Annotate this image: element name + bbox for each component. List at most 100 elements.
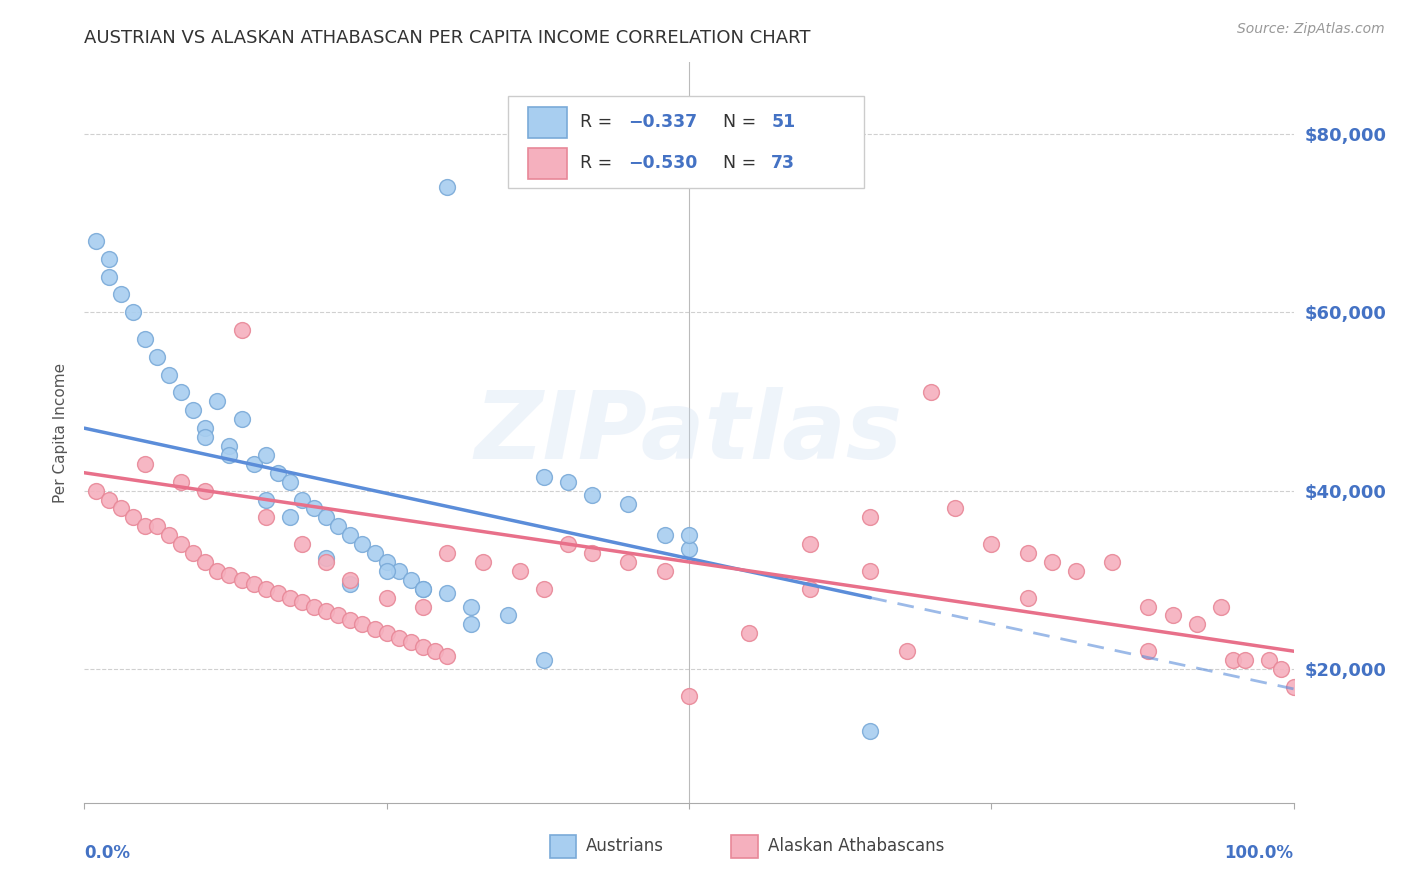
Point — [859, 564, 882, 578]
Point — [436, 546, 458, 560]
Point — [302, 501, 325, 516]
Point — [339, 613, 361, 627]
Point — [896, 644, 918, 658]
Point — [799, 537, 821, 551]
Point — [1258, 653, 1281, 667]
Point — [194, 421, 217, 435]
Point — [97, 492, 120, 507]
Point — [302, 599, 325, 614]
Point — [980, 537, 1002, 551]
Point — [1137, 599, 1160, 614]
Text: 73: 73 — [770, 154, 796, 172]
Text: AUSTRIAN VS ALASKAN ATHABASCAN PER CAPITA INCOME CORRELATION CHART: AUSTRIAN VS ALASKAN ATHABASCAN PER CAPIT… — [84, 29, 811, 47]
Point — [181, 546, 204, 560]
Point — [121, 510, 143, 524]
Point — [1101, 555, 1123, 569]
Point — [460, 617, 482, 632]
Point — [1064, 564, 1087, 578]
Point — [363, 546, 385, 560]
Point — [97, 269, 120, 284]
Point — [146, 350, 169, 364]
Point — [254, 510, 277, 524]
Text: Austrians: Austrians — [586, 838, 664, 855]
Point — [1137, 644, 1160, 658]
Point — [157, 368, 180, 382]
Point — [134, 332, 156, 346]
Point — [412, 582, 434, 596]
Point — [1161, 608, 1184, 623]
Point — [291, 492, 314, 507]
Point — [436, 586, 458, 600]
Point — [533, 653, 555, 667]
Point — [328, 519, 350, 533]
Point — [157, 528, 180, 542]
Point — [231, 412, 253, 426]
Point — [242, 457, 264, 471]
Point — [352, 537, 374, 551]
Point — [121, 305, 143, 319]
Point — [460, 599, 482, 614]
Point — [375, 564, 398, 578]
Point — [399, 573, 422, 587]
Point — [617, 497, 640, 511]
Text: N =: N = — [723, 154, 762, 172]
Point — [557, 475, 579, 489]
Point — [472, 555, 495, 569]
Point — [375, 555, 398, 569]
Point — [170, 475, 193, 489]
Point — [678, 689, 700, 703]
Point — [1017, 591, 1039, 605]
Y-axis label: Per Capita Income: Per Capita Income — [53, 362, 69, 503]
Point — [110, 287, 132, 301]
Point — [496, 608, 519, 623]
Bar — [731, 835, 758, 858]
Point — [194, 430, 217, 444]
Point — [399, 635, 422, 649]
Bar — [550, 835, 576, 858]
Point — [1209, 599, 1232, 614]
Point — [291, 537, 314, 551]
Point — [423, 644, 446, 658]
Point — [678, 528, 700, 542]
Text: 100.0%: 100.0% — [1225, 844, 1294, 862]
Point — [328, 608, 350, 623]
Point — [146, 519, 169, 533]
Text: R =: R = — [581, 113, 617, 131]
Point — [1017, 546, 1039, 560]
Point — [557, 537, 579, 551]
Point — [799, 582, 821, 596]
Point — [1185, 617, 1208, 632]
Point — [581, 488, 603, 502]
Point — [278, 510, 301, 524]
Point — [388, 564, 411, 578]
Point — [315, 510, 337, 524]
Point — [654, 528, 676, 542]
Point — [738, 626, 761, 640]
Point — [654, 564, 676, 578]
Point — [278, 475, 301, 489]
Point — [291, 595, 314, 609]
Point — [194, 555, 217, 569]
Point — [533, 470, 555, 484]
Point — [218, 448, 240, 462]
Point — [231, 573, 253, 587]
Point — [375, 591, 398, 605]
Point — [375, 626, 398, 640]
Point — [352, 617, 374, 632]
Point — [617, 555, 640, 569]
Point — [86, 483, 108, 498]
Point — [412, 582, 434, 596]
Point — [134, 519, 156, 533]
Point — [267, 466, 290, 480]
Point — [533, 582, 555, 596]
Text: R =: R = — [581, 154, 617, 172]
Point — [509, 564, 531, 578]
Point — [315, 604, 337, 618]
Point — [678, 541, 700, 556]
Point — [231, 323, 253, 337]
Text: 51: 51 — [770, 113, 796, 131]
Point — [412, 640, 434, 654]
Point — [859, 724, 882, 739]
Point — [207, 564, 229, 578]
Point — [254, 448, 277, 462]
